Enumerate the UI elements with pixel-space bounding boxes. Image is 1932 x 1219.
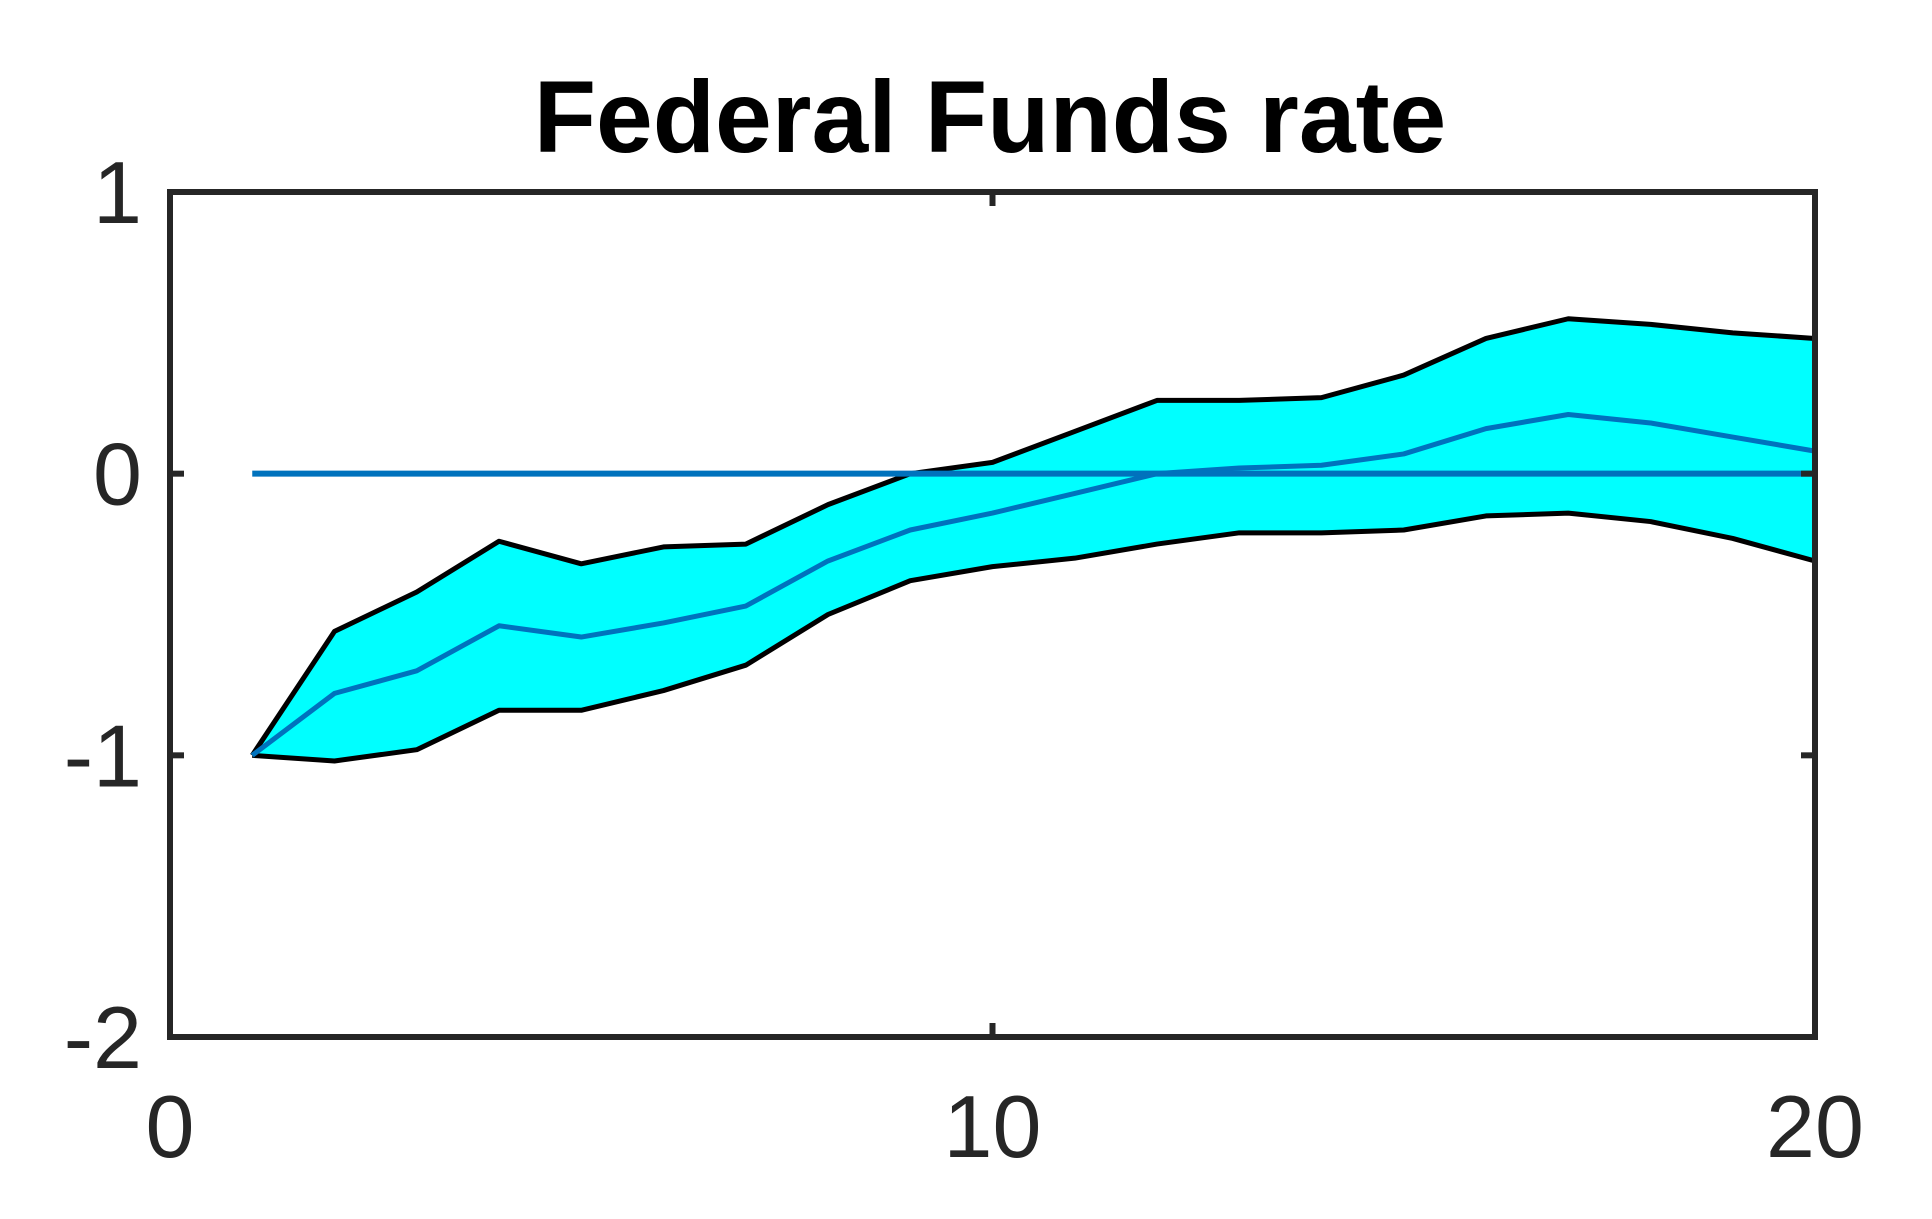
confidence-band-layer <box>252 318 1815 761</box>
series-lines-layer <box>250 316 1816 764</box>
chart-title: Federal Funds rate <box>534 60 1447 174</box>
y-tick-label: 0 <box>93 425 142 524</box>
x-tick-label: 0 <box>146 1077 195 1176</box>
y-tick-label: -2 <box>64 988 142 1087</box>
y-tick-label: 1 <box>93 143 142 242</box>
y-tick-label: -1 <box>64 706 142 805</box>
upper-bound-line <box>250 316 1816 757</box>
median-response-line <box>250 412 1816 758</box>
lower-bound-line <box>252 510 1816 764</box>
x-tick-label: 20 <box>1766 1077 1864 1176</box>
ticks-layer: 0 10 20 -2 -1 0 1 <box>64 143 1864 1176</box>
confidence-band-area <box>252 318 1815 761</box>
x-tick-label: 10 <box>944 1077 1042 1176</box>
